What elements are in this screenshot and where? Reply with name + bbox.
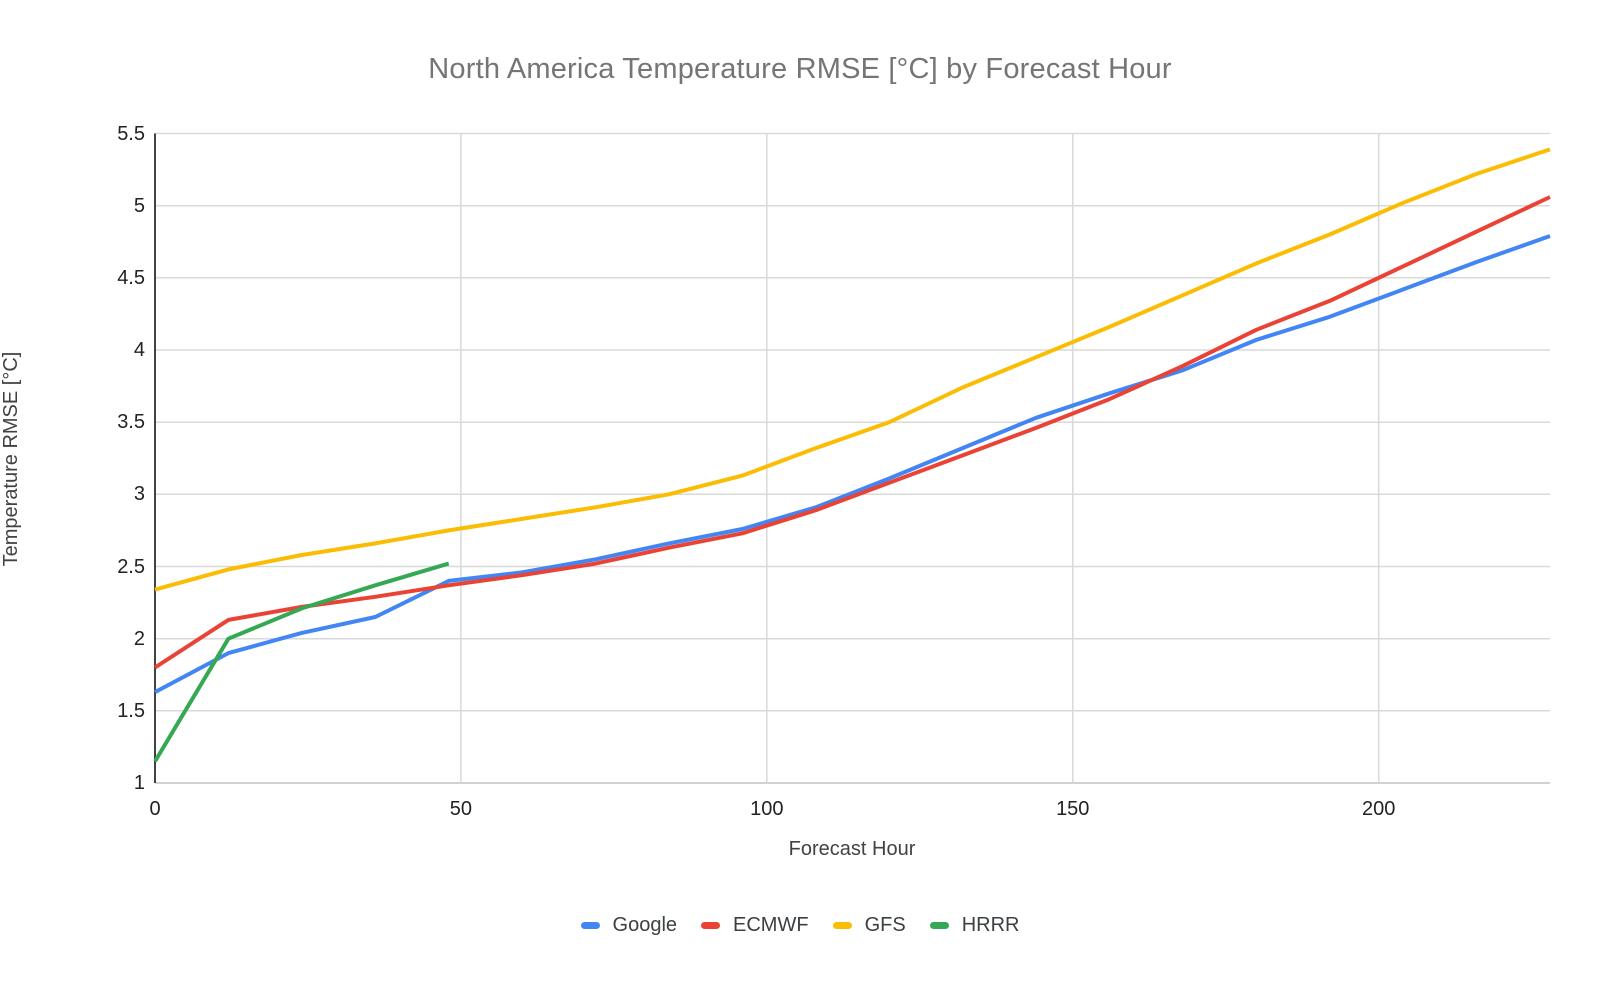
x-axis-title: Forecast Hour xyxy=(788,838,916,860)
series-line-gfs xyxy=(154,147,1551,592)
y-tick-label: 5.5 xyxy=(117,122,145,145)
y-tick-label: 3 xyxy=(133,483,145,506)
y-tick-label: 3.5 xyxy=(117,411,145,434)
y-tick-label: 4 xyxy=(133,339,145,361)
legend-swatch-icon xyxy=(929,922,949,929)
legend-item-gfs: GFS xyxy=(832,914,906,937)
x-tick-label: 50 xyxy=(449,798,473,820)
x-tick-label: 100 xyxy=(750,798,784,820)
series-line-google xyxy=(154,234,1551,694)
legend-swatch-icon xyxy=(580,922,600,929)
legend-label: HRRR xyxy=(961,914,1020,936)
series-line-ecmwf xyxy=(153,195,1551,670)
x-tick-label: 200 xyxy=(1361,798,1396,820)
y-tick-label: 2 xyxy=(133,627,145,650)
legend-label: Google xyxy=(612,914,678,936)
y-tick-label: 1.5 xyxy=(117,699,145,722)
legend-item-google: Google xyxy=(580,914,678,937)
y-tick-label: 2.5 xyxy=(117,555,145,578)
y-axis-title: Temperature RMSE [°C] xyxy=(0,351,22,567)
y-tick-label: 1 xyxy=(133,772,145,794)
legend-item-ecmwf: ECMWF xyxy=(701,914,809,937)
series-line-hrrr xyxy=(153,561,450,763)
legend-item-hrrr: HRRR xyxy=(929,914,1020,937)
legend: Google ECMWF GFS HRRR xyxy=(0,914,1600,937)
x-tick-label: 150 xyxy=(1056,798,1090,820)
legend-label: ECMWF xyxy=(733,914,809,936)
legend-label: GFS xyxy=(864,914,906,936)
y-tick-label: 4.5 xyxy=(117,266,145,289)
chart-title: North America Temperature RMSE [°C] by F… xyxy=(428,53,1172,85)
x-tick-label: 0 xyxy=(149,798,161,820)
legend-swatch-icon xyxy=(832,922,852,929)
legend-swatch-icon xyxy=(701,922,721,929)
y-tick-label: 5 xyxy=(133,194,145,217)
